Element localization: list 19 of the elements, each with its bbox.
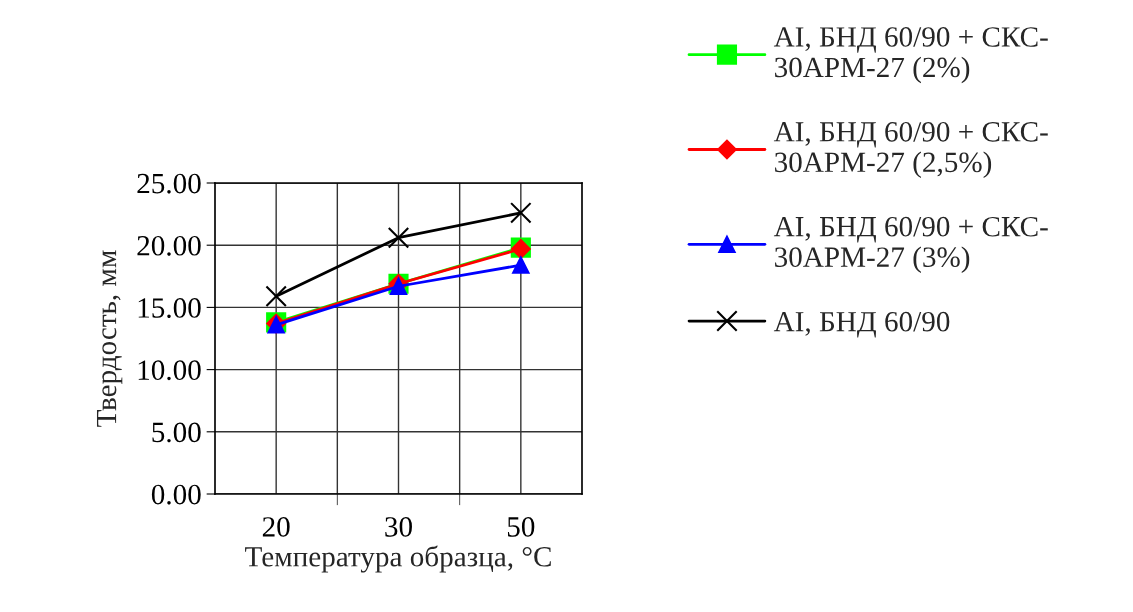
x-tick-label: 30 [385,517,412,537]
y-tick-label: 25.00 [137,173,201,194]
x-tick-label: 50 [507,517,535,537]
y-tick-label: 5.00 [152,422,201,443]
legend-label: AI, БНД 60/90 + СКС- 30АРМ-27 (3%) [773,216,1048,273]
legend-label: AI, БНД 60/90 + СКС- 30АРМ-27 (2,5%) [773,121,1048,179]
y-tick-label: 15.00 [138,298,201,318]
y-tick-label: 0.00 [151,484,201,505]
y-axis-title: Твердость, мм [96,250,123,427]
legend-label: AI, БНД 60/90 + СКС- 30АРМ-27 (2%) [773,27,1048,84]
y-tick-label: 20.00 [137,235,201,256]
point [510,202,532,224]
legend-label: AI, БНД 60/90 [773,311,950,338]
point [512,256,530,274]
point [387,226,410,249]
x-tick-label: 20 [262,517,290,537]
y-tick-label: 10.00 [138,360,201,381]
point [265,285,287,307]
x-axis-title: Температура образца, °C [245,545,551,573]
